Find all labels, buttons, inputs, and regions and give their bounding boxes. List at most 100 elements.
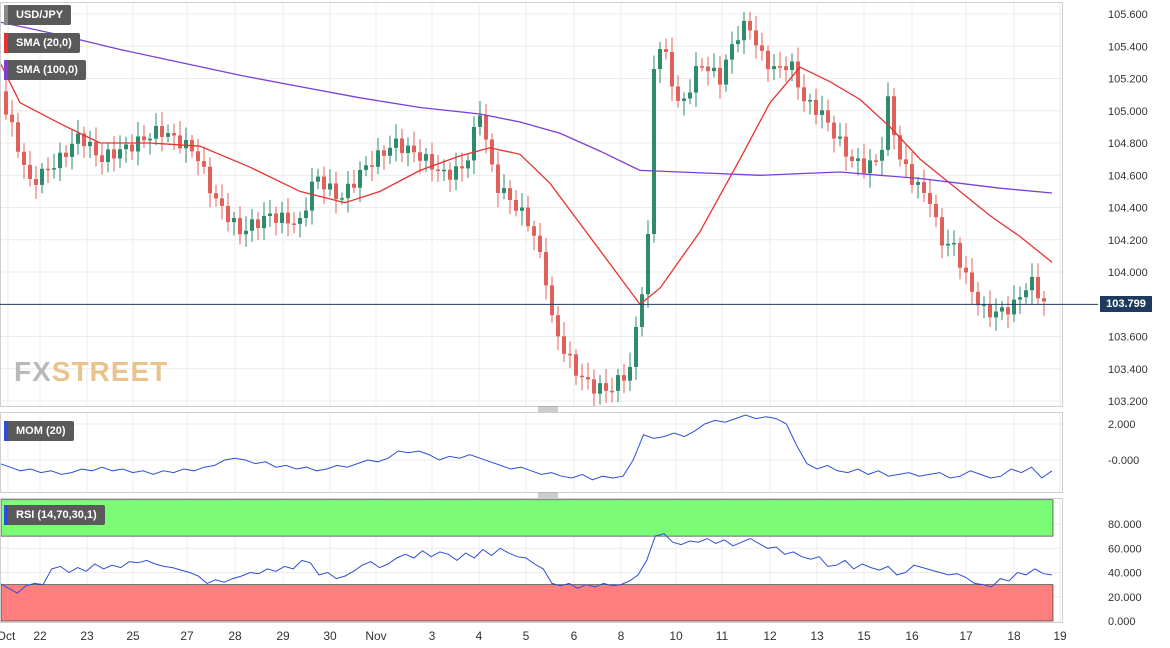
candle-bull [364, 165, 368, 170]
sma100-line [0, 21, 1053, 194]
mom-tick-label: 2.000 [1108, 419, 1136, 431]
candle-bear [844, 136, 848, 157]
candle-bull [916, 182, 920, 185]
x-tick-label: 30 [323, 629, 337, 643]
candle-bull [502, 188, 506, 193]
current-price-badge: 103.799 [1100, 296, 1152, 312]
candle-bull [628, 366, 632, 381]
x-tick-label: 29 [276, 629, 290, 643]
x-tick-label: Oct [0, 629, 16, 643]
candle-bull [454, 166, 458, 180]
rsi-oversold-band [0, 584, 1054, 622]
candle-bull [262, 215, 266, 229]
candle-bear [64, 152, 68, 157]
candle-bull [298, 217, 302, 224]
candle-bull [1018, 297, 1022, 300]
candle-bear [826, 110, 830, 123]
rsi-tick-label: 0.000 [1108, 616, 1136, 628]
candle-bull [388, 147, 392, 156]
candle-bull [598, 383, 602, 394]
candle-bull [358, 169, 362, 188]
candle-bear [922, 182, 926, 193]
candle-bear [976, 291, 980, 306]
candle-bull [478, 115, 482, 127]
candle-bull [346, 183, 350, 199]
candle-bear [928, 192, 932, 204]
price-tick-label: 104.800 [1108, 138, 1148, 150]
candle-bear [898, 135, 902, 160]
candle-bull [982, 304, 986, 306]
x-tick-label: 28 [228, 629, 242, 643]
candle-bull [946, 243, 950, 246]
sma20-tag[interactable]: SMA (20,0) [4, 33, 80, 53]
candle-bear [1036, 276, 1040, 299]
candle-bear [796, 61, 800, 88]
candle-bear [862, 158, 866, 174]
candle-bear [22, 151, 26, 165]
x-tick-label: Nov [365, 629, 386, 643]
price-tick-label: 105.200 [1108, 74, 1148, 86]
symbol-label: USD/JPY [16, 9, 64, 21]
candle-bear [904, 159, 908, 165]
rsi-tag[interactable]: RSI (14,70,30,1) [4, 505, 105, 525]
candle-bull [868, 160, 872, 174]
sma100-tag[interactable]: SMA (100,0) [4, 60, 86, 80]
candle-bull [58, 152, 62, 169]
candle-bull [70, 143, 74, 157]
x-tick-label: 6 [571, 629, 578, 643]
candle-bull [148, 138, 152, 141]
candle-bear [910, 164, 914, 185]
candle-bull [442, 169, 446, 172]
candle-bull [808, 100, 812, 102]
symbol-swatch [4, 5, 8, 25]
candle-bull [616, 375, 620, 391]
mom-tag[interactable]: MOM (20) [4, 421, 74, 441]
candle-bull [1000, 307, 1004, 312]
candle-bear [226, 205, 230, 223]
candle-bear [448, 169, 452, 180]
candle-bear [100, 155, 104, 162]
price-tick-label: 104.000 [1108, 267, 1148, 279]
x-tick-label: 15 [857, 629, 871, 643]
candle-bear [82, 133, 86, 147]
candle-bull [136, 136, 140, 152]
x-tick-label: 10 [669, 629, 683, 643]
mom-label: MOM (20) [16, 425, 66, 437]
candle-bear [676, 86, 680, 101]
candle-bear [538, 235, 542, 252]
candle-bear [490, 139, 494, 165]
candle-bull [232, 217, 236, 223]
candle-bull [1030, 276, 1034, 291]
candle-bear [160, 126, 164, 137]
candle-bear [334, 183, 338, 200]
x-tick-label: 27 [180, 629, 194, 643]
candle-bear [586, 377, 590, 380]
symbol-tag[interactable]: USD/JPY [4, 5, 72, 25]
candle-bull [40, 168, 44, 185]
candle-bear [256, 219, 260, 229]
x-tick-label: 13 [810, 629, 824, 643]
candle-bear [28, 164, 32, 179]
candle-bear [10, 114, 14, 123]
candle-bull [340, 198, 344, 200]
candle-bull [688, 92, 692, 99]
candle-bull [106, 149, 110, 162]
candle-bear [508, 188, 512, 200]
candle-bear [382, 150, 386, 156]
rsi-tick-label: 20.000 [1108, 592, 1142, 604]
rsi-label: RSI (14,70,30,1) [16, 509, 97, 521]
x-tick-label: 17 [959, 629, 973, 643]
sma100-label: SMA (100,0) [16, 64, 78, 76]
x-tick-label: 19 [1053, 629, 1067, 643]
candle-bull [886, 96, 890, 150]
price-panel-frame [0, 2, 1063, 407]
candle-bear [562, 336, 566, 354]
candle-bear [850, 156, 854, 162]
candle-bull [184, 139, 188, 149]
price-tick-label: 104.600 [1108, 170, 1148, 182]
candle-bull [724, 59, 728, 85]
x-tick-label: 4 [476, 629, 483, 643]
candle-bear [760, 45, 764, 51]
mom-tick-label: -0.000 [1108, 455, 1139, 467]
candle-bear [526, 207, 530, 227]
